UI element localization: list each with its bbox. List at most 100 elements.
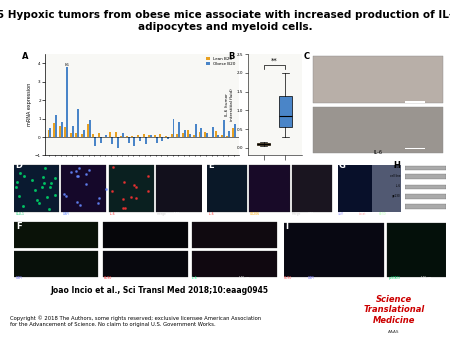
Bar	[204, 131, 206, 137]
Bar	[126, 136, 128, 137]
Text: IL-6: IL-6	[110, 212, 116, 216]
Bar	[229, 131, 230, 137]
Bar	[161, 137, 163, 141]
Text: DAPI: DAPI	[63, 212, 69, 216]
Bar	[139, 137, 141, 141]
Text: A: A	[22, 52, 28, 61]
Bar	[249, 165, 290, 212]
Bar	[372, 165, 400, 212]
Bar	[405, 185, 446, 189]
Y-axis label: IL-6 (tumor
interstitial fluid): IL-6 (tumor interstitial fluid)	[225, 89, 234, 121]
Bar	[221, 136, 223, 137]
Bar	[387, 223, 446, 277]
Bar	[176, 134, 178, 137]
Bar	[128, 137, 130, 143]
Bar	[405, 101, 425, 103]
Bar	[212, 127, 214, 137]
Text: H: H	[393, 161, 400, 170]
Bar	[234, 124, 236, 137]
Bar	[206, 133, 208, 137]
Bar	[217, 135, 219, 137]
Bar	[405, 174, 446, 179]
Text: IL-6: IL-6	[208, 212, 214, 216]
Bar	[187, 130, 189, 137]
Bar	[223, 120, 225, 137]
Bar	[105, 135, 108, 137]
Text: Il6: Il6	[65, 63, 70, 67]
Text: gp130: gp130	[392, 194, 401, 198]
Bar	[77, 110, 79, 137]
Bar	[167, 137, 169, 139]
Bar	[232, 128, 234, 137]
Text: F4/80: F4/80	[104, 276, 112, 280]
Text: Science
Translational
Medicine: Science Translational Medicine	[363, 295, 424, 324]
Text: IL-6: IL-6	[191, 276, 197, 280]
Bar	[50, 128, 51, 137]
Bar	[122, 134, 124, 137]
Text: F4/80: F4/80	[379, 212, 387, 216]
Bar	[76, 133, 77, 137]
Bar	[87, 124, 89, 137]
Bar	[178, 122, 180, 137]
Bar	[156, 137, 158, 143]
Bar	[405, 148, 425, 149]
Bar	[117, 137, 118, 148]
Bar	[48, 130, 50, 137]
Text: C: C	[304, 52, 310, 61]
Text: DAPI: DAPI	[16, 276, 23, 280]
Text: D: D	[15, 161, 22, 170]
Text: IL-6: IL-6	[396, 185, 401, 189]
PathPatch shape	[279, 96, 292, 127]
Text: G: G	[338, 161, 345, 170]
Bar	[111, 137, 113, 144]
Bar	[92, 134, 94, 137]
Bar	[100, 137, 102, 143]
Text: I: I	[285, 221, 288, 231]
Bar	[405, 166, 446, 170]
Text: B: B	[229, 52, 235, 61]
Text: merge: merge	[157, 212, 167, 216]
Bar	[193, 222, 277, 248]
Bar	[14, 222, 99, 248]
Text: B211: B211	[394, 166, 401, 169]
Bar	[172, 119, 175, 137]
Bar	[64, 127, 66, 137]
Bar	[70, 133, 72, 137]
Bar	[72, 126, 74, 137]
Bar	[115, 132, 117, 137]
Text: **: **	[271, 57, 278, 64]
Legend: Lean B20, Obese B20: Lean B20, Obese B20	[205, 56, 236, 67]
Text: Fig. 5 Hypoxic tumors from obese mice associate with increased production of IL-: Fig. 5 Hypoxic tumors from obese mice as…	[0, 10, 450, 32]
Text: Lecat: Lecat	[358, 212, 366, 216]
Text: DAPI: DAPI	[338, 212, 344, 216]
Bar	[159, 134, 161, 137]
Bar	[137, 135, 139, 137]
Bar	[193, 251, 277, 277]
Text: Copyright © 2018 The Authors, some rights reserved; exclusive licensee American : Copyright © 2018 The Authors, some right…	[10, 315, 261, 327]
Text: F4/80: F4/80	[284, 276, 292, 280]
Bar	[94, 137, 96, 146]
Bar	[144, 137, 147, 144]
Bar	[198, 132, 200, 137]
Bar	[98, 133, 100, 137]
Text: E: E	[208, 161, 214, 170]
Bar	[143, 134, 144, 137]
Bar	[182, 133, 184, 137]
Bar	[154, 136, 156, 137]
Bar	[131, 136, 133, 137]
Bar	[103, 222, 188, 248]
Text: cell line: cell line	[390, 174, 401, 178]
Bar	[89, 120, 90, 137]
Bar	[150, 135, 152, 137]
Bar	[66, 67, 68, 137]
Text: 300 µm: 300 µm	[308, 212, 318, 216]
Text: 100 µm: 100 µm	[421, 276, 432, 280]
Text: CD206: CD206	[250, 212, 260, 216]
Bar	[405, 194, 446, 199]
Bar	[207, 165, 248, 212]
Bar	[171, 134, 172, 137]
Bar	[313, 56, 443, 103]
Text: 100 µm: 100 µm	[174, 212, 184, 216]
Text: 100 µm: 100 µm	[375, 212, 386, 216]
Bar	[148, 135, 150, 137]
